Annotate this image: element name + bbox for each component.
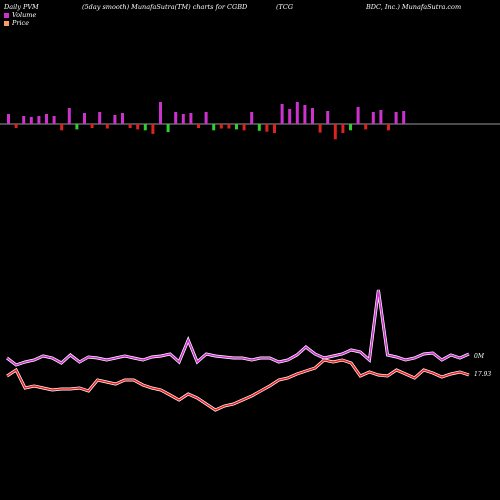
header-company: BDC, Inc.) MunafaSutra.com <box>366 3 462 11</box>
legend-volume-label: Volume <box>12 11 37 19</box>
pvm-bar <box>371 112 375 124</box>
pvm-bar <box>303 105 307 124</box>
legend-volume-swatch <box>4 12 9 18</box>
pvm-bar <box>311 108 314 124</box>
bar-group <box>7 102 406 140</box>
pvm-bar <box>333 124 337 140</box>
pvm-bar <box>52 116 56 124</box>
pvm-bar <box>121 113 124 124</box>
pvm-bar <box>235 124 238 130</box>
pvm-bar <box>189 113 193 124</box>
header-left: Daily PVM <box>4 3 39 11</box>
volume-now-label: 0M <box>474 353 485 360</box>
pvm-bar <box>394 112 398 124</box>
pvm-bar <box>22 116 26 124</box>
pvm-bar <box>90 124 94 128</box>
header-title: (5day smooth) MunafaSutra(TM) charts for… <box>82 3 248 11</box>
pvm-bar <box>212 124 216 131</box>
pvm-bar <box>387 124 390 131</box>
pvm-bar <box>204 112 208 124</box>
pvm-bar <box>356 107 360 124</box>
pvm-bar <box>349 124 352 131</box>
pvm-bar <box>288 109 292 124</box>
pvm-bar <box>159 102 162 124</box>
volume-line-outline <box>6 289 470 367</box>
pvm-bar <box>250 112 254 124</box>
price-line <box>6 359 470 411</box>
pvm-bar <box>402 111 406 124</box>
pvm-bar <box>60 124 64 131</box>
pvm-bar <box>14 124 18 128</box>
pvm-bar <box>29 117 33 124</box>
pvm-bar <box>143 124 147 131</box>
pvm-bar <box>151 124 155 134</box>
legend-volume: Volume <box>4 11 36 19</box>
pvm-bar <box>75 124 79 130</box>
pvm-bar <box>219 124 223 129</box>
pvm-bar <box>166 124 170 133</box>
pvm-bar <box>128 124 132 128</box>
pvm-bar <box>341 124 345 133</box>
pvm-bar <box>242 124 246 131</box>
pvm-bar <box>67 108 71 124</box>
pvm-bar <box>174 112 178 124</box>
pvm-bar <box>295 102 299 124</box>
pvm-bar <box>37 116 41 124</box>
pvm-bar <box>265 124 269 132</box>
volume-line <box>6 289 470 366</box>
header-ticker: (TCG <box>276 3 294 11</box>
pvm-bar <box>181 114 185 124</box>
pvm-bar <box>7 114 10 124</box>
pvm-bar <box>197 124 200 128</box>
pvm-bar <box>227 124 231 129</box>
pvm-bar <box>113 115 117 124</box>
legend-price: Price <box>4 19 29 27</box>
pvm-bar <box>105 124 109 129</box>
pvm-bar <box>257 124 261 131</box>
pvm-bar <box>83 113 86 124</box>
pvm-bar <box>326 111 330 124</box>
legend-price-swatch <box>4 20 9 26</box>
pvm-bar <box>45 114 48 124</box>
pvm-bar <box>273 124 276 133</box>
pvm-bar <box>318 124 322 133</box>
pvm-bar <box>364 124 368 130</box>
price-now-label: 17.93 <box>474 371 491 378</box>
legend-price-label: Price <box>12 19 30 27</box>
pvm-bar <box>280 104 284 124</box>
pvm-bar <box>136 124 140 130</box>
pvm-bar <box>98 112 102 124</box>
pvm-bar <box>379 110 383 124</box>
